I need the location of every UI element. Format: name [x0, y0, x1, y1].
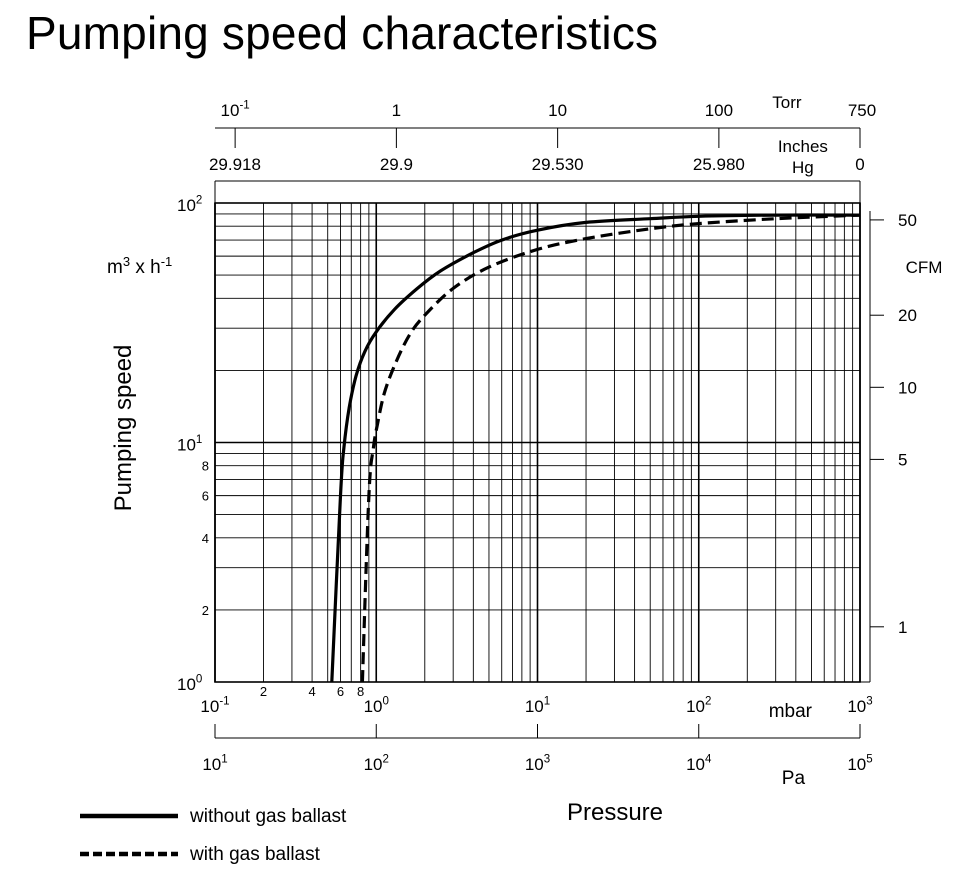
- hg-tick-label: 25.980: [693, 155, 745, 174]
- series-line-without-gas-ballast: [330, 213, 861, 683]
- x-unit-label: mbar: [769, 701, 813, 722]
- y-axis-title: Pumping speed: [110, 345, 137, 512]
- series: [330, 213, 861, 683]
- torr-tick-label: 1: [392, 101, 401, 120]
- legend-label: without gas ballast: [189, 806, 347, 827]
- grid: [214, 203, 861, 682]
- y-tick-label: 100: [177, 673, 202, 694]
- x-minor-tick-label: 6: [337, 684, 344, 699]
- cfm-unit-label: CFM: [906, 258, 943, 277]
- x-minor-tick-label: 2: [260, 684, 267, 699]
- hg-unit-label: Hg: [792, 158, 814, 177]
- x-minor-tick-label: 4: [308, 684, 315, 699]
- legend: without gas ballast with gas ballast: [80, 806, 347, 865]
- y-minor-tick-label: 8: [202, 459, 209, 474]
- y-tick-label: 102: [177, 194, 202, 215]
- x-minor-tick-label: 8: [357, 684, 364, 699]
- hg-tick-label: 29.9: [380, 155, 413, 174]
- y-minor-tick-label: 2: [202, 603, 209, 618]
- cfm-tick-label: 50: [898, 211, 917, 230]
- cfm-tick-label: 5: [898, 450, 907, 469]
- torr-unit-label: Torr: [772, 93, 802, 112]
- y-minor-tick-label: 6: [202, 489, 209, 504]
- pa-tick-label: 101: [202, 753, 227, 774]
- pa-unit-label: Pa: [782, 768, 806, 789]
- hg-tick-label: 29.918: [209, 155, 261, 174]
- torr-tick-label: 100: [705, 101, 733, 120]
- x-tick-label: 100: [364, 695, 389, 716]
- torr-tick-label: 10-1: [221, 99, 250, 120]
- pa-tick-label: 102: [364, 753, 389, 774]
- x-tick-label: 101: [525, 695, 550, 716]
- y-unit-label: m3 x h-1: [107, 254, 172, 278]
- cfm-tick-label: 10: [898, 378, 917, 397]
- x-tick-label: 102: [686, 695, 711, 716]
- torr-tick-label: 750: [848, 101, 876, 120]
- axes: [214, 127, 884, 739]
- legend-label: with gas ballast: [189, 844, 321, 865]
- pa-tick-label: 105: [847, 753, 872, 774]
- y-tick-label: 101: [177, 434, 202, 455]
- pa-tick-label: 104: [686, 753, 712, 774]
- y-minor-tick-label: 4: [202, 531, 209, 546]
- x-axis-title: Pressure: [567, 799, 663, 826]
- hg-tick-label: 29.530: [532, 155, 584, 174]
- pa-tick-label: 103: [525, 753, 550, 774]
- page-title: Pumping speed characteristics: [26, 7, 659, 59]
- torr-tick-label: 10: [548, 101, 567, 120]
- series-line-with-gas-ballast: [360, 213, 861, 683]
- plot-frame: [214, 202, 861, 683]
- x-tick-label: 10-1: [200, 695, 229, 716]
- cfm-tick-label: 1: [898, 618, 907, 637]
- x-tick-label: 103: [847, 695, 872, 716]
- hg-tick-label: 0: [855, 155, 864, 174]
- cfm-tick-label: 20: [898, 306, 917, 325]
- hg-unit-label: Inches: [778, 137, 828, 156]
